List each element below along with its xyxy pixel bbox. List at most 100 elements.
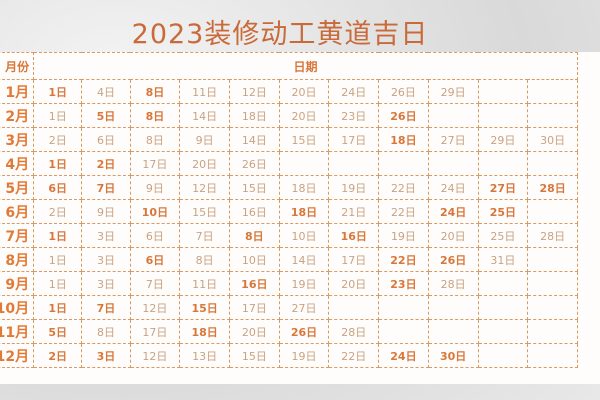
date-cell [328,151,380,176]
date-cell: 26日 [378,103,429,128]
month-label: 8月 [0,247,35,272]
date-cell: 2日 [33,343,83,368]
date-cell: 10日 [129,199,181,224]
date-cell: 15日 [179,295,230,320]
date-cell [527,343,578,368]
date-cell: 9日 [179,127,230,152]
table-row: 11月5日8日17日18日20日26日28日 [0,319,578,344]
date-cell: 16日 [228,199,280,224]
date-cell: 20日 [328,271,380,296]
table-row: 5月 6日 7日 9日 12日 15日 18日 19日 22日 24日 27日 28日 [0,175,578,200]
date-cell: 27日 [278,295,330,320]
dates-header: 日期 [33,52,578,80]
date-cell: 26日 [278,319,330,344]
date-cell: 25日 [477,199,529,224]
date-cell [527,247,578,272]
date-cell: 12日 [129,343,181,368]
date-cell: 8日 [129,103,181,128]
date-cell: 1日 [33,103,83,128]
date-cell: 8日 [228,223,280,248]
date-cell: 5日 [33,319,83,344]
date-cell: 16日 [228,271,280,296]
date-cell: 12日 [228,79,280,104]
date-cell: 12日 [179,175,230,200]
date-cell: 14日 [278,247,330,272]
month-label: 6月 [0,199,35,224]
date-cell: 1日 [33,151,83,176]
date-cell [477,319,529,344]
date-cell: 17日 [328,247,380,272]
date-cell [477,271,529,296]
date-cell: 5日 [81,103,131,128]
date-cell: 15日 [228,343,280,368]
table-row: 6月 2日 9日 10日 15日 16日 18日 21日 22日 24日 25日 [0,199,578,224]
month-label: 11月 [0,319,35,344]
date-cell: 27日 [427,127,479,152]
date-cell [477,295,529,320]
date-cell: 10日 [278,223,330,248]
date-cell: 15日 [179,199,230,224]
date-cell [278,151,330,176]
date-cell: 8日 [179,247,230,272]
table-row: 3月 2日 6日 8日 9日 14日 15日 17日 18日 27日 29日 30日 [0,127,578,152]
date-cell: 1日 [33,79,83,104]
date-cell [527,151,578,176]
date-cell [477,343,529,368]
date-cell: 8日 [81,319,131,344]
date-cell [477,79,529,104]
date-cell: 14日 [228,127,280,152]
date-cell [477,151,529,176]
date-cell: 17日 [129,151,181,176]
table-row: 2月 1日 5日 8日 14日 18日 20日 23日 26日 [0,103,578,128]
month-label: 5月 [0,175,35,200]
date-cell: 15日 [278,127,330,152]
date-cell: 9日 [129,175,181,200]
date-cell: 22日 [378,199,429,224]
date-cell: 18日 [179,319,230,344]
table-row: 4月 1日 2日 17日 20日 26日 [0,151,578,176]
date-cell: 9日 [81,199,131,224]
month-label: 3月 [0,127,35,152]
date-cell: 20日 [278,103,330,128]
date-cell: 2日 [33,127,83,152]
date-cell [378,319,429,344]
date-cell: 18日 [378,127,429,152]
date-cell: 19日 [278,271,330,296]
date-cell: 17日 [228,295,280,320]
month-label: 2月 [0,103,35,128]
date-cell [527,79,578,104]
date-cell: 7日 [81,295,131,320]
date-cell [527,271,578,296]
date-cell: 26日 [378,79,429,104]
date-cell: 23日 [378,271,429,296]
date-cell: 26日 [427,247,479,272]
date-cell: 6日 [129,223,181,248]
date-cell [328,295,380,320]
date-cell: 8日 [129,127,181,152]
date-cell: 12日 [129,295,181,320]
date-cell: 28日 [328,319,380,344]
date-cell: 18日 [278,199,330,224]
date-cell: 7日 [179,223,230,248]
date-cell: 30日 [527,127,578,152]
date-cell: 17日 [129,319,181,344]
date-cell: 24日 [427,175,479,200]
date-cell: 18日 [278,175,330,200]
month-label: 12月 [0,343,35,368]
date-cell: 29日 [427,79,479,104]
date-cell: 31日 [477,247,529,272]
date-cell: 17日 [328,127,380,152]
date-cell [427,151,479,176]
table-row: 1月 1日 4日 8日 11日 12日 20日 24日 26日 29日 [0,79,578,104]
table-row: 12月2日3日12日13日15日19日22日24日30日 [0,343,578,368]
table-row: 9月 1日 3日 7日 11日 16日 19日 20日 23日 28日 [0,271,578,296]
date-cell [378,295,429,320]
date-cell: 1日 [33,295,83,320]
date-cell: 20日 [228,319,280,344]
date-cell: 28日 [527,223,578,248]
date-cell: 24日 [328,79,380,104]
date-cell: 3日 [81,223,131,248]
date-cell: 30日 [427,343,479,368]
date-cell: 20日 [427,223,479,248]
date-cell: 25日 [477,223,529,248]
